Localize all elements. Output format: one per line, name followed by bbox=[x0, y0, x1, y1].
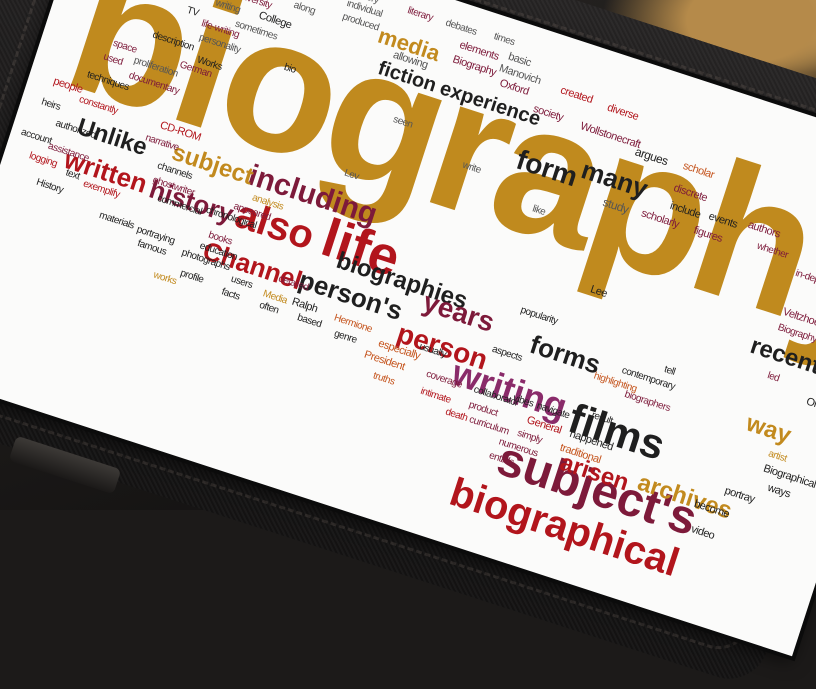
word-materials: materials bbox=[97, 209, 136, 232]
word-works-small: works bbox=[151, 269, 178, 288]
word-aspects: aspects bbox=[490, 343, 524, 364]
word-tell: tell bbox=[662, 364, 677, 378]
word-curriculum: curriculum bbox=[467, 414, 511, 438]
word-way: way bbox=[742, 409, 795, 450]
word-popularity: popularity bbox=[519, 304, 559, 328]
word-history-small: History bbox=[34, 176, 65, 196]
word-led: led bbox=[765, 370, 781, 385]
word-facts: facts bbox=[220, 286, 242, 303]
word-artist: artist bbox=[766, 448, 788, 465]
word-text: text bbox=[64, 167, 82, 183]
word-one: One bbox=[804, 395, 816, 413]
word-death: death bbox=[443, 406, 469, 424]
word-ways: ways bbox=[766, 481, 792, 501]
word-genre: genre bbox=[332, 328, 358, 346]
word-forms: forms bbox=[526, 328, 605, 380]
word-based: based bbox=[295, 312, 323, 331]
word-video: video bbox=[689, 523, 716, 542]
word-logging: logging bbox=[27, 150, 59, 170]
word-profile: profile bbox=[178, 267, 205, 286]
word-truths: truths bbox=[371, 370, 396, 388]
